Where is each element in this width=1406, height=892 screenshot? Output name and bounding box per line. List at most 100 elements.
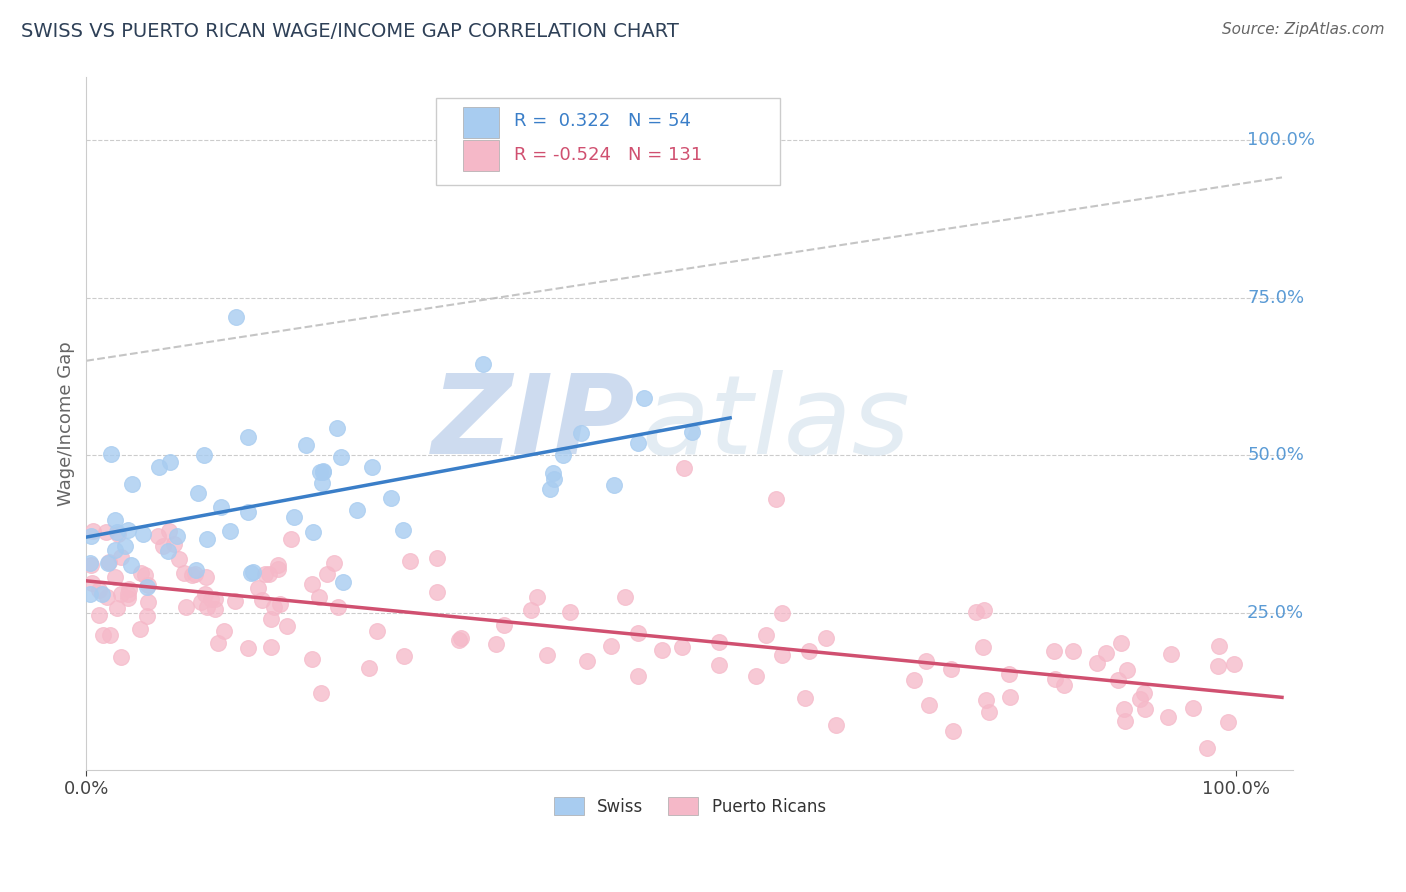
Point xyxy=(1062,644,1084,658)
Point xyxy=(82,524,104,538)
Point xyxy=(553,448,575,462)
Point xyxy=(283,510,305,524)
Point xyxy=(267,562,290,576)
Point xyxy=(1132,686,1154,700)
Point xyxy=(972,640,994,654)
Point xyxy=(120,558,142,573)
Point xyxy=(824,718,846,732)
Point xyxy=(301,652,323,666)
Text: 25.0%: 25.0% xyxy=(1247,604,1305,622)
Point xyxy=(236,640,259,655)
Point xyxy=(263,600,285,615)
Point xyxy=(96,590,118,604)
Point xyxy=(426,550,449,565)
Point xyxy=(301,577,323,591)
Point xyxy=(309,686,332,700)
Point xyxy=(576,654,599,668)
Point xyxy=(671,640,693,654)
Point xyxy=(627,625,650,640)
Text: SWISS VS PUERTO RICAN WAGE/INCOME GAP CORRELATION CHART: SWISS VS PUERTO RICAN WAGE/INCOME GAP CO… xyxy=(21,22,679,41)
Point xyxy=(614,590,637,604)
Point xyxy=(918,698,941,712)
Point xyxy=(1206,658,1229,673)
Point xyxy=(754,628,776,642)
Point xyxy=(366,624,388,639)
Point xyxy=(193,448,215,462)
Point xyxy=(187,485,209,500)
Point xyxy=(104,543,127,558)
Point xyxy=(105,600,128,615)
Point xyxy=(380,491,402,505)
Point xyxy=(152,539,174,553)
Point xyxy=(1114,714,1136,729)
Point xyxy=(136,578,159,592)
Point xyxy=(941,662,963,676)
Point xyxy=(541,466,564,480)
Point xyxy=(90,587,112,601)
Point xyxy=(159,455,181,469)
Point xyxy=(89,608,111,623)
Text: Source: ZipAtlas.com: Source: ZipAtlas.com xyxy=(1222,22,1385,37)
Point xyxy=(91,628,114,642)
Point xyxy=(105,524,128,539)
Point xyxy=(121,477,143,491)
Point xyxy=(799,644,821,658)
Point xyxy=(651,642,673,657)
Point xyxy=(157,544,180,558)
Point xyxy=(1216,715,1239,730)
Point xyxy=(302,525,325,540)
Point xyxy=(131,526,153,541)
Point xyxy=(238,505,260,519)
Text: R = -0.524: R = -0.524 xyxy=(513,146,610,164)
Point xyxy=(79,587,101,601)
Point xyxy=(977,706,1000,720)
Point xyxy=(224,594,246,608)
Point xyxy=(998,666,1021,681)
Point xyxy=(295,437,318,451)
Point xyxy=(426,585,449,599)
Point xyxy=(184,566,207,581)
Point xyxy=(1133,702,1156,716)
Point xyxy=(276,619,298,633)
Point xyxy=(225,310,247,324)
Point xyxy=(308,465,330,479)
Text: 100.0%: 100.0% xyxy=(1247,131,1315,149)
Point xyxy=(146,529,169,543)
Point xyxy=(190,595,212,609)
Point xyxy=(260,612,283,626)
Text: N = 131: N = 131 xyxy=(628,146,703,164)
Point xyxy=(280,532,302,546)
Point xyxy=(1000,690,1022,705)
Point xyxy=(323,556,346,570)
Point xyxy=(1197,740,1219,755)
Point xyxy=(107,526,129,541)
Point xyxy=(219,524,242,538)
Point xyxy=(326,600,349,615)
Point xyxy=(110,550,132,565)
Point xyxy=(359,661,381,675)
Point xyxy=(79,529,101,543)
Point xyxy=(80,575,103,590)
Point xyxy=(602,478,624,492)
Text: atlas: atlas xyxy=(641,370,910,477)
Point xyxy=(536,648,558,663)
Point xyxy=(1208,639,1230,653)
Point xyxy=(260,640,283,655)
Point xyxy=(104,569,127,583)
Point xyxy=(254,566,277,581)
Point xyxy=(974,693,997,707)
Point xyxy=(117,587,139,601)
Point xyxy=(97,556,120,570)
Point xyxy=(1129,691,1152,706)
Point xyxy=(973,603,995,617)
Point xyxy=(315,567,337,582)
Point xyxy=(269,597,291,611)
Point xyxy=(765,492,787,507)
Legend: Swiss, Puerto Ricans: Swiss, Puerto Ricans xyxy=(546,789,834,824)
Point xyxy=(204,602,226,616)
Text: N = 54: N = 54 xyxy=(628,112,692,130)
Point xyxy=(450,631,472,645)
Text: 50.0%: 50.0% xyxy=(1247,446,1303,464)
Point xyxy=(135,580,157,594)
Point xyxy=(942,724,965,739)
